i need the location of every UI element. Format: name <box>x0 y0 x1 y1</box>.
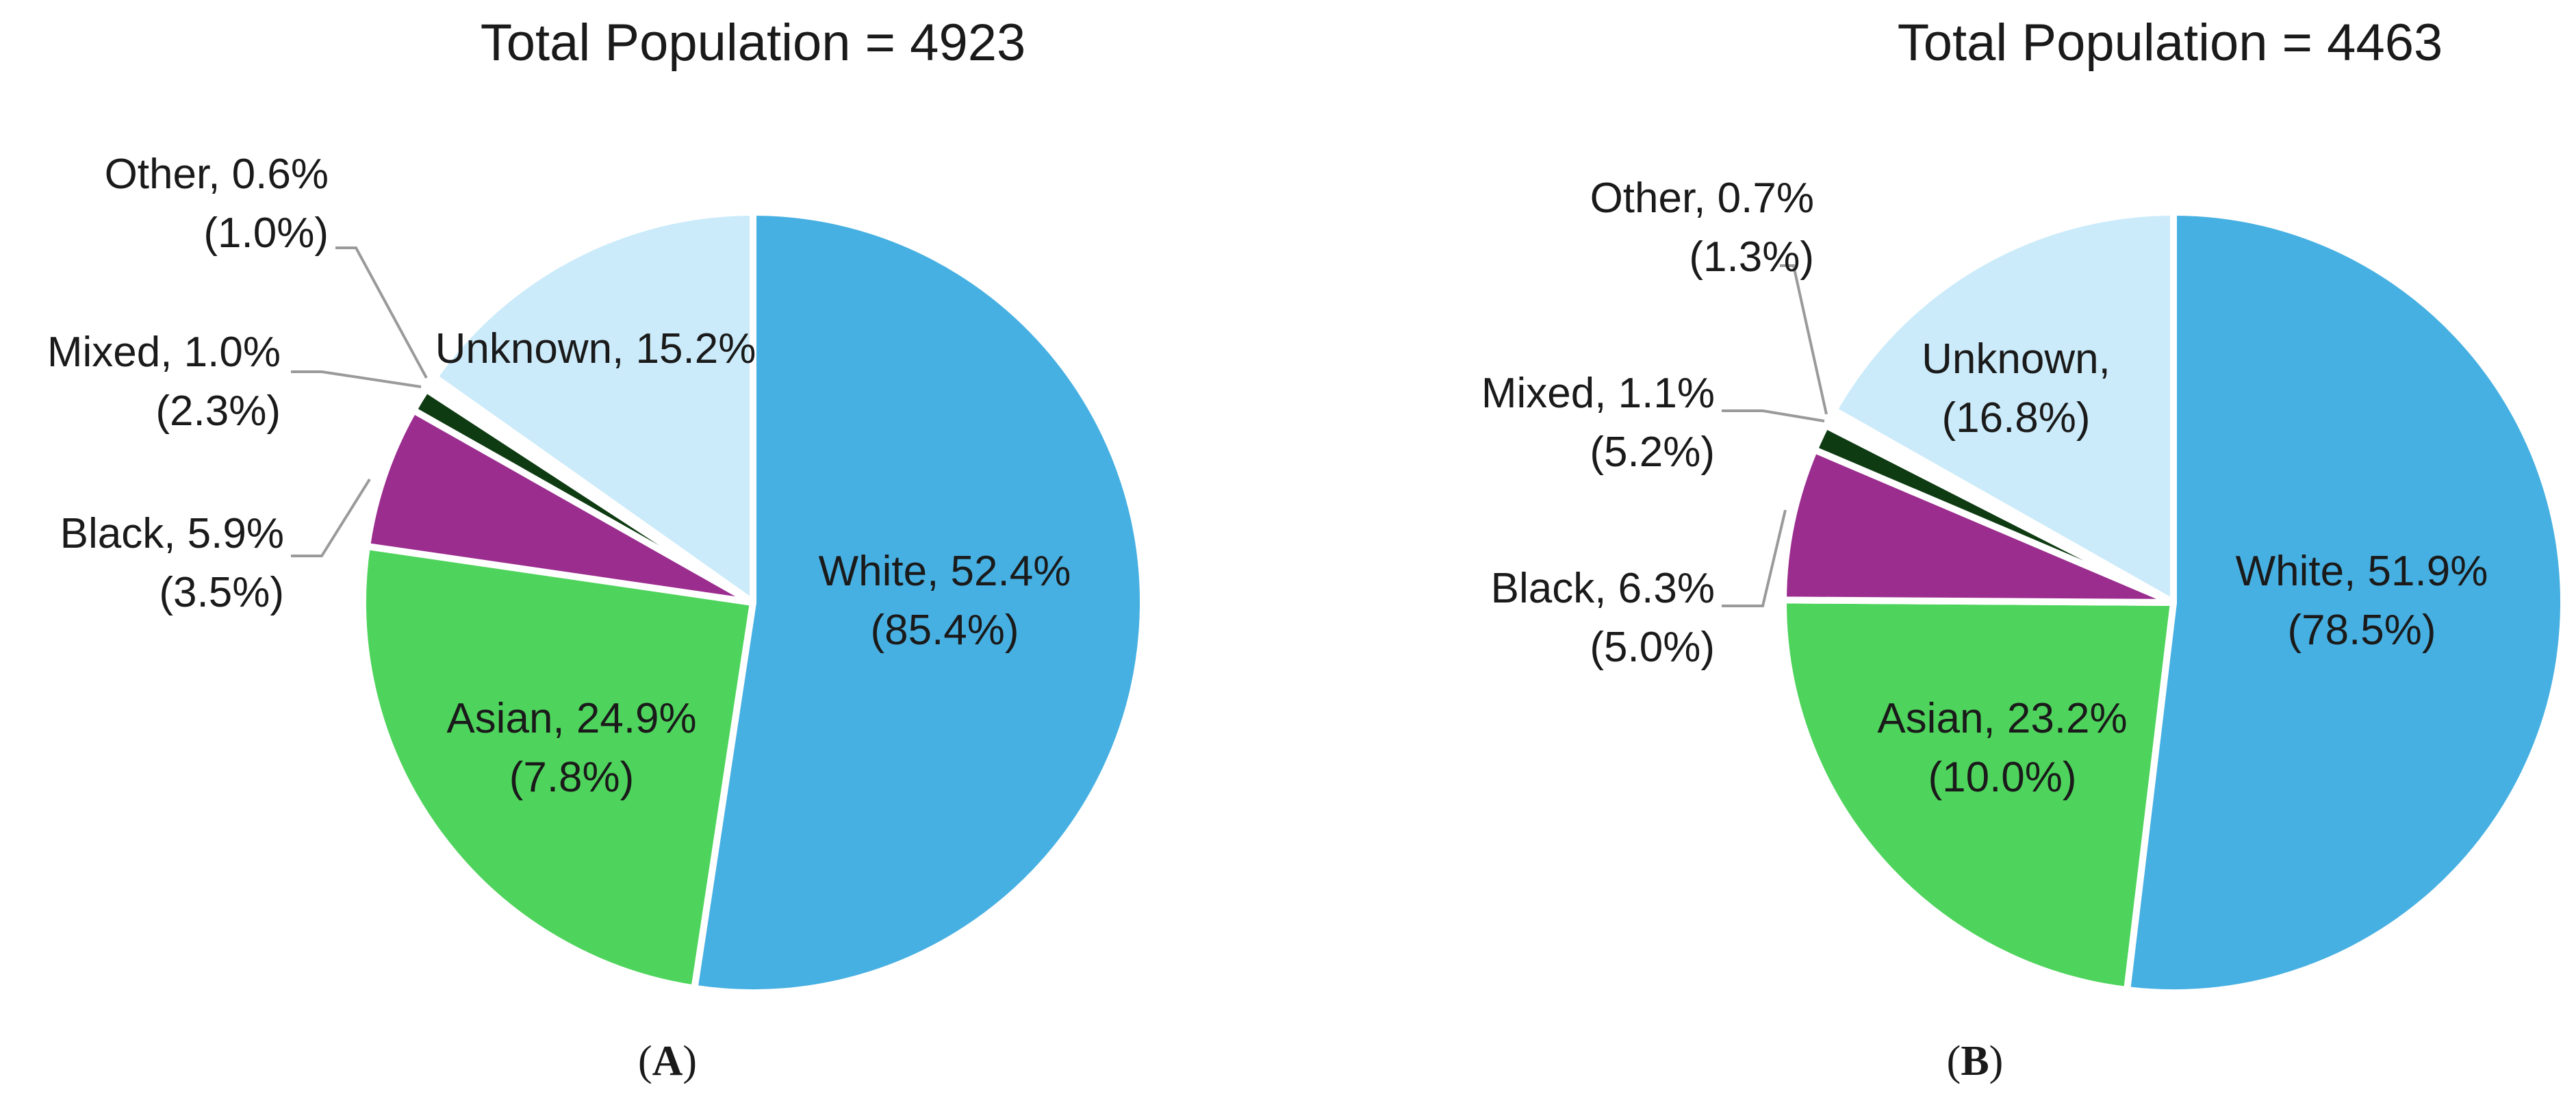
chart-a-label-white-line1: White, 52.4% <box>819 548 1071 595</box>
chart-a-label-white: White, 52.4% (85.4%) <box>819 548 1071 654</box>
chart-a-label-black-line2: (3.5%) <box>159 569 284 616</box>
chart-a-title: Total Population = 4923 <box>481 14 1026 72</box>
chart-a-label-unknown: Unknown, 15.2% <box>435 325 756 372</box>
chart-b-label-mixed: Mixed, 1.1% (5.2%) <box>1481 370 1715 476</box>
chart-b-slice-asian <box>1780 596 2177 993</box>
chart-a-slice-white <box>691 209 1147 996</box>
chart-b-label-asian-line2: (10.0%) <box>1928 754 2076 801</box>
chart-b-label-asian: Asian, 23.2% (10.0%) <box>1877 695 2127 801</box>
chart-b-label-unknown-line1: Unknown, <box>1922 335 2110 383</box>
chart-b-panel-letter: (B) <box>1947 1038 2004 1084</box>
chart-b-label-white-line1: White, 51.9% <box>2236 548 2488 595</box>
chart-b-leader-mixed <box>1722 409 1825 422</box>
chart-b-leader-black <box>1722 509 1787 607</box>
chart-a-label-mixed: Mixed, 1.0% (2.3%) <box>47 329 281 435</box>
chart-a-label-mixed-line1: Mixed, 1.0% <box>47 329 281 376</box>
chart-b-label-other: Other, 0.7% (1.3%) <box>1590 175 1814 281</box>
chart-b-label-unknown: Unknown, (16.8%) <box>1922 335 2110 442</box>
chart-a-slice-unknown <box>431 209 756 606</box>
chart-a: Total Population = 4923 White, 52.4% (85.4… <box>47 14 1147 1084</box>
chart-a-label-black: Black, 5.9% (3.5%) <box>60 510 284 616</box>
chart-a-label-mixed-line2: (2.3%) <box>155 388 281 435</box>
chart-b-title: Total Population = 4463 <box>1898 14 2443 72</box>
chart-b-label-other-line1: Other, 0.7% <box>1590 175 1814 222</box>
chart-a-panel-letter-text: A <box>652 1038 683 1084</box>
chart-a-label-white-line2: (85.4%) <box>870 607 1019 654</box>
chart-a-label-unknown-line1: Unknown, 15.2% <box>435 325 756 372</box>
chart-a-label-asian-line1: Asian, 24.9% <box>446 695 696 742</box>
chart-a-label-other-line2: (1.0%) <box>203 209 329 257</box>
chart-a-slice-asian <box>359 542 756 992</box>
chart-b-label-unknown-line2: (16.8%) <box>1941 394 2090 442</box>
chart-a-label-asian-line2: (7.8%) <box>509 754 635 801</box>
chart-a-label-asian: Asian, 24.9% (7.8%) <box>446 695 696 801</box>
chart-a-slice-black <box>363 407 756 606</box>
chart-b-leader-other <box>1780 264 1828 415</box>
chart-b-label-black: Black, 6.3% (5.0%) <box>1491 565 1715 671</box>
chart-b-label-black-line1: Black, 6.3% <box>1491 565 1715 612</box>
chart-b-label-asian-line1: Asian, 23.2% <box>1877 695 2127 742</box>
chart-b-label-mixed-line2: (5.2%) <box>1590 429 1715 476</box>
chart-b-label-other-line2: (1.3%) <box>1689 233 1814 281</box>
chart-b-label-black-line2: (5.0%) <box>1590 624 1715 671</box>
chart-b-slice-white <box>2124 209 2567 996</box>
chart-a-leader-mixed <box>291 370 422 388</box>
chart-b-label-mixed-line1: Mixed, 1.1% <box>1481 370 1715 417</box>
chart-a-label-other-line1: Other, 0.6% <box>105 151 329 198</box>
chart-b-slice-unknown <box>1831 209 2177 606</box>
chart-a-panel-letter: (A) <box>638 1038 697 1084</box>
chart-b-label-white: White, 51.9% (78.5%) <box>2236 548 2488 654</box>
chart-b-panel-letter-text: B <box>1961 1038 1989 1084</box>
chart-a-leader-black <box>291 478 371 557</box>
chart-a-label-other: Other, 0.6% (1.0%) <box>105 151 329 257</box>
chart-b-label-white-line2: (78.5%) <box>2287 607 2436 654</box>
chart-a-label-black-line1: Black, 5.9% <box>60 510 284 557</box>
chart-b: Total Population = 4463 White, 51.9% (78.5… <box>1481 14 2567 1084</box>
chart-a-leader-other <box>335 246 428 379</box>
